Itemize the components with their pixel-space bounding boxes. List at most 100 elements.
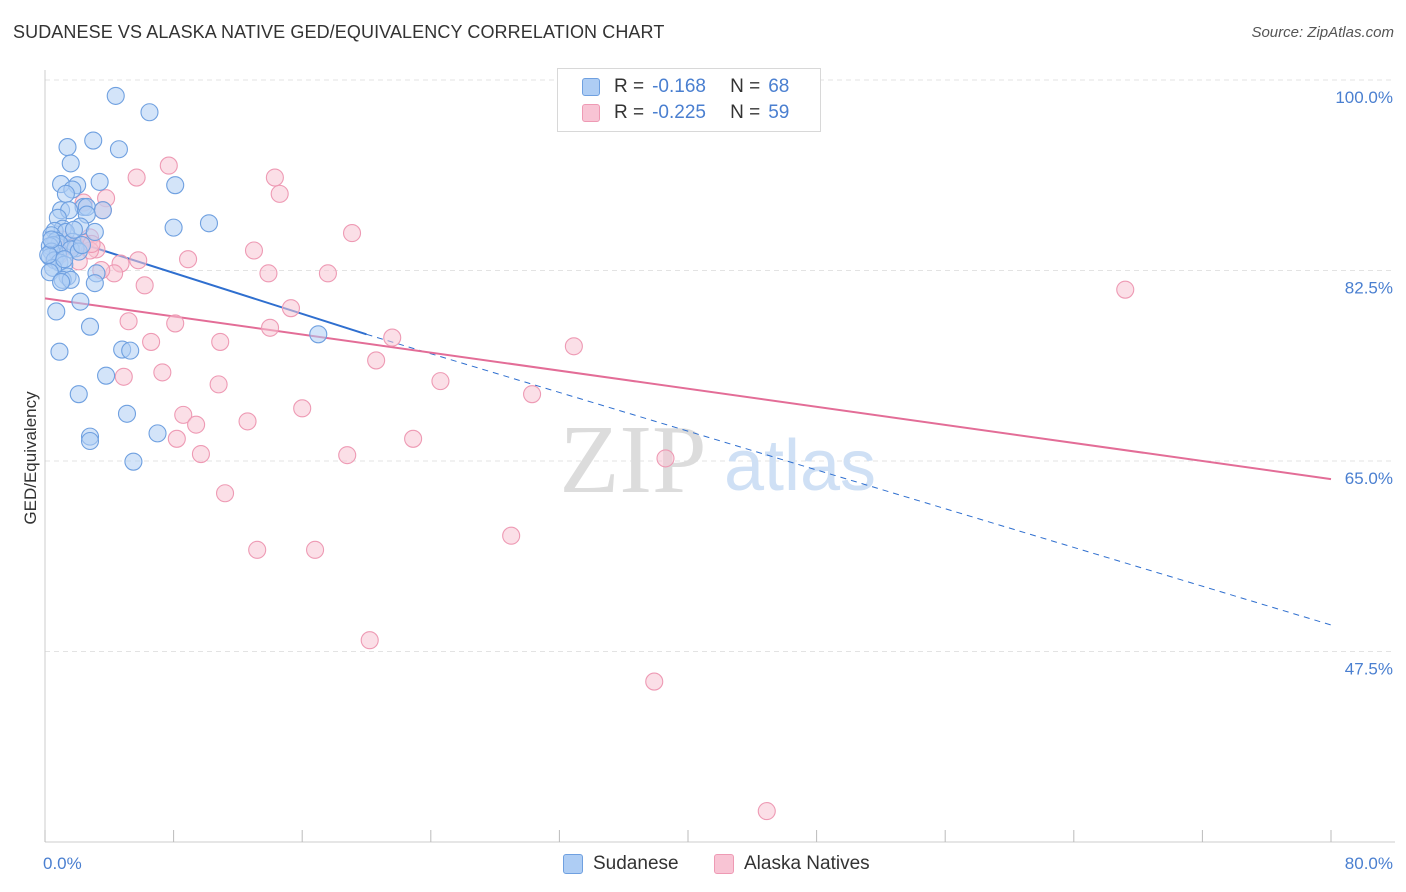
sudanese-point xyxy=(55,250,74,269)
sudanese-point xyxy=(121,341,140,360)
y-tick-label: 65.0% xyxy=(1345,469,1393,488)
alaska-natives-point xyxy=(265,168,284,187)
alaska-natives-point xyxy=(187,415,206,434)
alaska-natives-point xyxy=(281,299,300,318)
sudanese-point xyxy=(80,317,100,336)
alaska-natives-point xyxy=(119,312,138,331)
alaska-natives-point xyxy=(244,241,264,260)
watermark: ZIP atlas xyxy=(560,406,877,514)
axes xyxy=(44,70,1395,843)
alaska-natives-point xyxy=(656,449,675,468)
sudanese-point xyxy=(106,86,125,105)
sudanese-point xyxy=(309,325,328,344)
r-label: R = xyxy=(614,76,645,97)
y-tick-label: 100.0% xyxy=(1335,88,1393,107)
sudanese-point xyxy=(166,176,185,195)
x-tick-label: 0.0% xyxy=(43,854,82,873)
sudanese-point xyxy=(72,235,92,255)
sudanese-point xyxy=(109,140,128,159)
sudanese-point xyxy=(140,103,159,122)
legend-row-sudanese: R = -0.168 N = 68 xyxy=(582,74,789,100)
alaska-natives-point xyxy=(757,802,776,821)
y-tick-label: 82.5% xyxy=(1345,279,1393,298)
alaska-natives-point xyxy=(209,375,228,394)
alaska-natives-legend-label: Alaska Natives xyxy=(744,853,870,874)
sudanese-point xyxy=(97,366,116,385)
alaska-natives-point xyxy=(260,318,280,337)
sudanese-point xyxy=(80,431,100,451)
r-label: R = xyxy=(614,102,645,123)
watermark-zip: ZIP xyxy=(560,406,707,514)
n-value: 68 xyxy=(768,76,790,97)
alaska-natives-point xyxy=(523,385,542,404)
legend-row-alaska-natives: R = -0.225 N = 59 xyxy=(582,100,789,126)
alaska-natives-point xyxy=(215,484,235,503)
sudanese-point xyxy=(69,385,88,404)
alaska-natives-point xyxy=(367,351,386,370)
alaska-natives-point xyxy=(645,672,664,691)
alaska-natives-point xyxy=(383,328,402,347)
sudanese-point xyxy=(47,302,66,321)
alaska-natives-point xyxy=(502,526,521,545)
sudanese-swatch xyxy=(582,78,600,96)
alaska-natives-point xyxy=(293,399,312,418)
sudanese-point xyxy=(64,220,83,239)
legend-item-alaska-natives[interactable]: Alaska Natives xyxy=(714,852,870,876)
n-value: 59 xyxy=(768,102,790,123)
chart-title: SUDANESE VS ALASKA NATIVE GED/EQUIVALENC… xyxy=(13,22,665,42)
alaska-natives-point xyxy=(114,367,133,386)
r-value: -0.168 xyxy=(652,76,706,97)
sudanese-point xyxy=(84,131,103,150)
alaska-natives-point xyxy=(142,332,161,351)
sudanese-point xyxy=(52,273,71,292)
sudanese-point xyxy=(90,172,109,191)
sudanese-point xyxy=(117,404,137,423)
alaska-natives-point xyxy=(135,276,154,295)
sudanese-point xyxy=(199,214,219,233)
alaska-natives-point xyxy=(318,264,337,283)
alaska-natives-point xyxy=(153,363,172,382)
sudanese-points xyxy=(39,86,328,471)
tick-labels: 100.0% 82.5% 65.0% 47.5% 0.0% 80.0% xyxy=(43,88,1393,873)
alaska-natives-point xyxy=(360,631,379,650)
sudanese-point xyxy=(39,245,58,264)
n-label: N = xyxy=(730,76,761,97)
alaska-natives-swatch xyxy=(582,104,600,122)
sudanese-point xyxy=(71,292,90,311)
sudanese-point xyxy=(58,138,77,157)
alaska-natives-point xyxy=(159,156,178,175)
alaska-natives-point xyxy=(129,251,148,270)
sudanese-point xyxy=(164,218,183,237)
source-label: Source: ZipAtlas.com xyxy=(1251,24,1394,41)
sudanese-point xyxy=(56,184,75,203)
sudanese-legend-label: Sudanese xyxy=(593,853,679,874)
sudanese-legend-swatch xyxy=(563,854,583,874)
sudanese-trend-extension xyxy=(366,333,1332,626)
sudanese-point xyxy=(148,424,167,443)
y-axis-label: GED/Equivalency xyxy=(21,391,40,525)
n-label: N = xyxy=(730,102,761,123)
legend-item-sudanese[interactable]: Sudanese xyxy=(563,852,679,876)
watermark-atlas: atlas xyxy=(724,426,876,506)
sudanese-point xyxy=(85,274,104,293)
alaska-natives-point xyxy=(166,314,185,333)
alaska-natives-point xyxy=(1116,280,1135,299)
alaska-natives-point xyxy=(404,429,423,448)
alaska-natives-point xyxy=(338,446,357,465)
alaska-natives-point xyxy=(564,337,583,356)
sudanese-point xyxy=(61,154,80,173)
alaska-natives-point xyxy=(259,264,278,283)
alaska-natives-point xyxy=(211,332,230,351)
sudanese-point xyxy=(124,452,143,471)
stats-legend: R = -0.168 N = 68 R = -0.225 N = 59 xyxy=(557,68,821,132)
alaska-natives-point xyxy=(174,405,193,424)
r-value: -0.225 xyxy=(652,102,706,123)
alaska-natives-point xyxy=(270,184,289,203)
sudanese-point xyxy=(42,230,61,249)
sudanese-point xyxy=(85,222,104,242)
alaska-natives-trend-line xyxy=(44,297,1332,481)
sudanese-point xyxy=(50,342,69,361)
alaska-natives-point xyxy=(191,445,210,464)
y-tick-label: 47.5% xyxy=(1345,660,1393,679)
